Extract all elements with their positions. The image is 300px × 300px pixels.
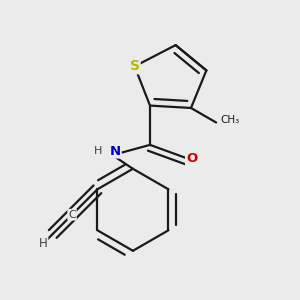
Text: O: O <box>186 152 197 165</box>
Text: H: H <box>94 146 102 156</box>
Text: S: S <box>130 59 140 73</box>
Text: C: C <box>68 210 76 220</box>
Text: N: N <box>110 145 121 158</box>
Text: H: H <box>39 237 47 250</box>
Text: CH₃: CH₃ <box>220 116 239 125</box>
